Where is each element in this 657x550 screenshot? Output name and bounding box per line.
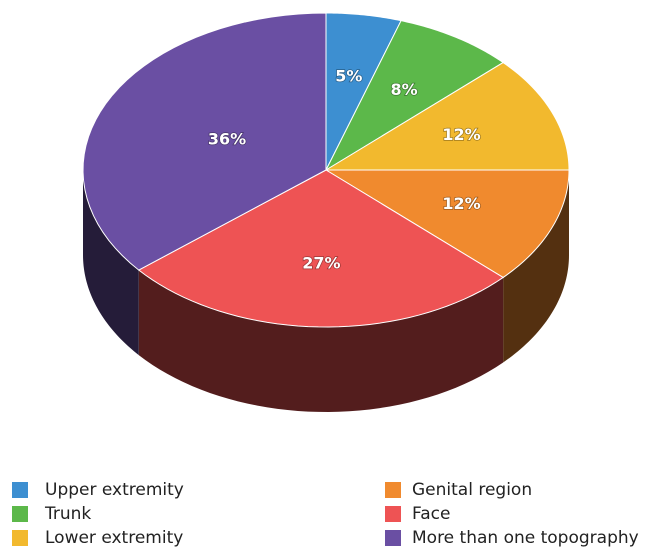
pie-slice: [137, 169, 505, 328]
legend-label: Lower extremity: [45, 528, 183, 548]
pie-slice: [324, 20, 505, 172]
legend-swatch: [12, 506, 28, 522]
legend-swatch: [385, 530, 401, 546]
slice-label: 12%: [442, 194, 480, 213]
legend-swatch: [385, 482, 401, 498]
legend-swatch: [12, 482, 28, 498]
slice-label: 5%: [335, 66, 362, 85]
legend-label: Genital region: [412, 480, 532, 500]
pie-slice: [82, 12, 327, 271]
legend-label: Upper extremity: [45, 480, 184, 500]
pie-slice: [325, 12, 402, 171]
legend-label: Face: [412, 504, 450, 524]
slice-label: 27%: [302, 254, 340, 273]
slice-label: 8%: [391, 80, 418, 99]
pie-slice: [324, 61, 570, 171]
legend-label: Trunk: [44, 504, 91, 524]
legend-swatch: [12, 530, 28, 546]
pie-side: [503, 170, 569, 363]
pie-side: [138, 270, 504, 412]
pie-slice: [324, 169, 570, 279]
slice-label: 36%: [208, 129, 246, 148]
legend-label: More than one topography: [412, 528, 639, 548]
pie-side: [83, 170, 139, 356]
legend-swatch: [385, 506, 401, 522]
slice-label: 12%: [442, 125, 480, 144]
